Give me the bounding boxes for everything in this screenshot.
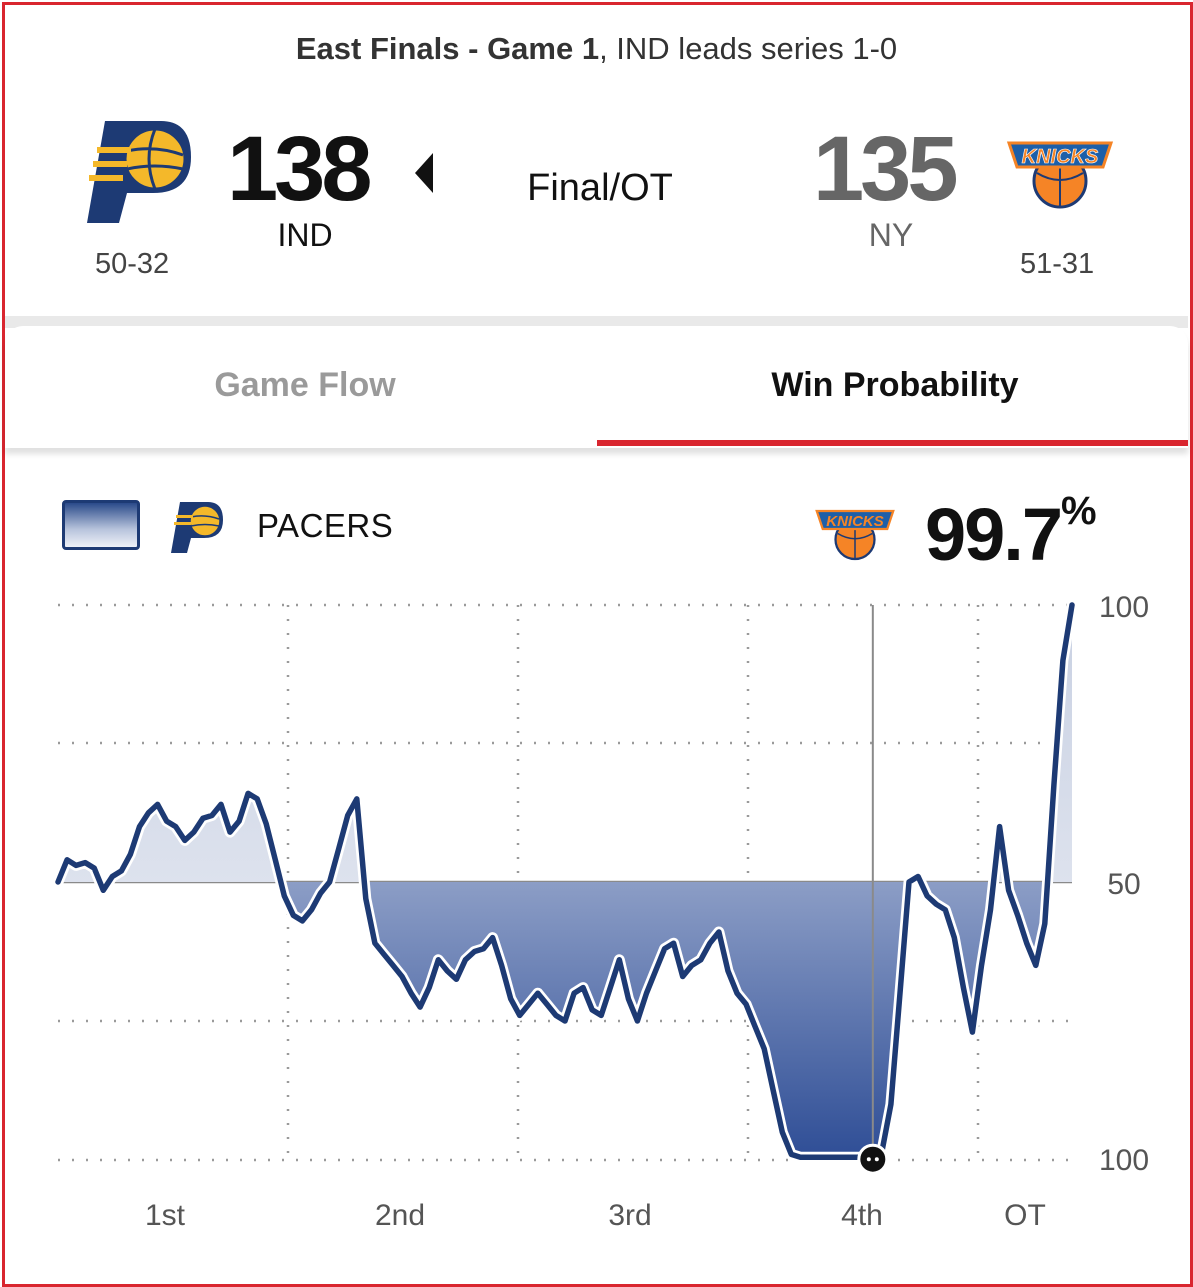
away-abbr: NY <box>868 217 914 253</box>
y-tick-label: 50 <box>1107 868 1140 901</box>
legend-swatch <box>62 500 140 550</box>
hover-marker-dot <box>874 1157 879 1162</box>
chart-labels: 100 50 100 1st 2nd 3rd 4th OT <box>145 591 1149 1232</box>
tab-game-flow[interactable]: Game Flow <box>214 366 396 404</box>
tab-bar: Game Flow Win Probability <box>5 326 1188 448</box>
y-tick-label: 100 <box>1099 1144 1149 1177</box>
svg-text:KNICKS: KNICKS <box>826 513 884 530</box>
hover-marker <box>857 1143 889 1175</box>
hover-marker-dot <box>866 1157 871 1162</box>
x-period-label: OT <box>1004 1199 1046 1232</box>
y-tick-label: 100 <box>1099 591 1149 624</box>
home-record: 50-32 <box>95 248 170 280</box>
x-period-label: 1st <box>145 1199 186 1232</box>
pacers-legend-logo-icon <box>171 502 223 553</box>
home-score: 138 <box>227 118 372 220</box>
chart-line <box>52 599 1078 1175</box>
tab-win-probability[interactable]: Win Probability <box>771 366 1019 404</box>
win-probability-line <box>55 602 1075 1160</box>
away-score: 135 <box>813 118 958 220</box>
winner-arrow-icon <box>415 153 433 193</box>
game-status: Final/OT <box>527 167 673 209</box>
series-status: , IND leads series 1-0 <box>599 31 898 66</box>
percent-sign: % <box>1061 489 1097 534</box>
knicks-logo-icon[interactable]: KNICKS <box>1005 123 1115 219</box>
x-period-label: 3rd <box>608 1199 651 1232</box>
away-record: 51-31 <box>1020 248 1095 280</box>
legend-team-label: PACERS <box>257 507 394 544</box>
pacers-logo-icon[interactable] <box>83 117 195 227</box>
scoreboard-header: East Finals - Game 1, IND leads series 1… <box>5 5 1188 317</box>
home-abbr: IND <box>277 217 333 253</box>
win-probability-chart[interactable]: 100 50 100 1st 2nd 3rd 4th OT <box>0 580 1193 1260</box>
knicks-legend-logo-icon: KNICKS <box>815 509 895 561</box>
svg-text:KNICKS: KNICKS <box>1022 146 1099 168</box>
section-divider <box>5 316 1188 328</box>
win-probability-number: 99.7 <box>925 493 1063 576</box>
series-title: East Finals - Game 1 <box>295 31 600 66</box>
series-info: East Finals - Game 1, IND leads series 1… <box>5 31 1188 67</box>
x-period-label: 4th <box>841 1199 883 1232</box>
win-probability-value: 99.7% <box>925 489 1097 577</box>
active-tab-indicator <box>597 440 1188 446</box>
area-ind-favored <box>58 605 1072 882</box>
x-period-label: 2nd <box>375 1199 425 1232</box>
